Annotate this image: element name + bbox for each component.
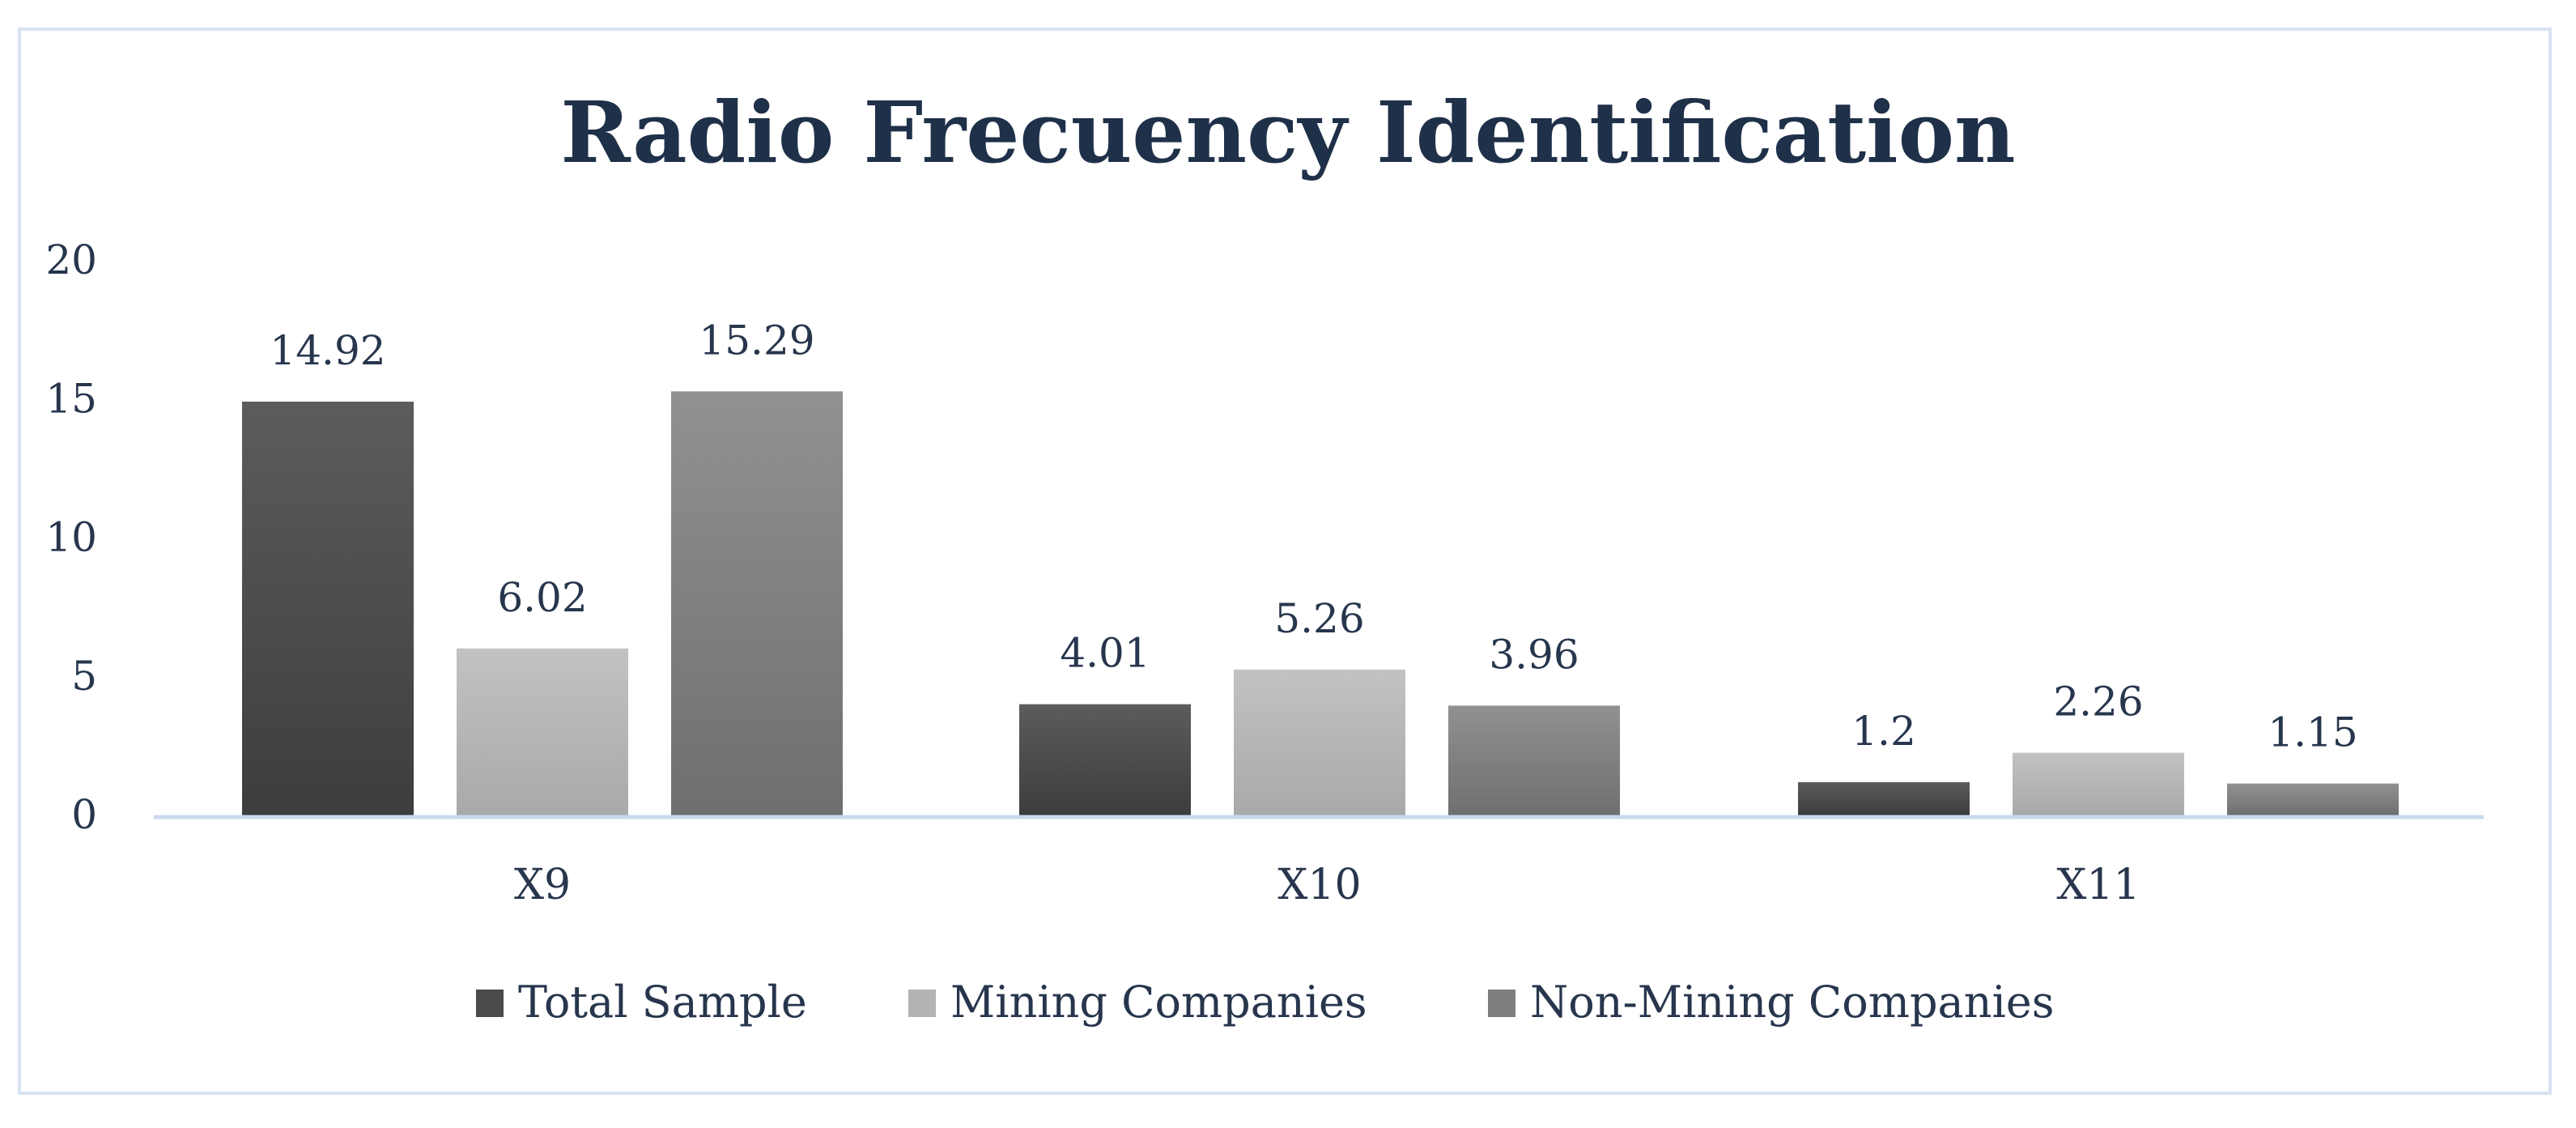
x-tick-label: X9 [514, 861, 571, 909]
bar [1234, 669, 1405, 815]
data-label: 15.29 [699, 317, 814, 364]
x-tick-label: X11 [2056, 861, 2140, 909]
legend: Total Sample Mining Companies Non-Mining C… [476, 977, 2054, 1028]
data-labels-group: 14.92 4.01 1.2 6.02 5.26 2.26 15.29 3.96 1.15 [270, 317, 2357, 756]
y-axis: 0 5 10 15 20 [45, 236, 97, 838]
chart-title: Radio Frecuency Identification [560, 83, 2015, 182]
data-label: 2.26 [2053, 679, 2143, 726]
y-tick-label: 15 [45, 375, 97, 422]
bar [457, 648, 628, 815]
data-label: 1.15 [2268, 709, 2357, 756]
bar [671, 391, 843, 815]
y-tick-label: 0 [71, 791, 97, 838]
bar [2013, 752, 2184, 815]
bar [1019, 704, 1191, 815]
legend-swatch [476, 990, 504, 1017]
data-label: 3.96 [1489, 631, 1579, 678]
data-label: 14.92 [270, 327, 385, 374]
data-label: 1.2 [1851, 708, 1916, 755]
x-tick-label: X10 [1277, 861, 1361, 909]
chart-frame [18, 28, 2552, 1095]
x-axis: X9 X10 X11 [514, 861, 2140, 909]
y-tick-label: 20 [45, 236, 97, 283]
legend-label: Total Sample [518, 977, 807, 1028]
data-label: 5.26 [1274, 595, 1364, 642]
bar [1798, 781, 1970, 815]
legend-label: Non-Mining Companies [1530, 977, 2054, 1028]
legend-swatch [908, 990, 936, 1017]
data-label: 6.02 [497, 574, 587, 621]
bar [242, 401, 414, 815]
y-tick-label: 5 [71, 653, 97, 700]
bars-group [242, 391, 2399, 815]
legend-label: Mining Companies [950, 977, 1367, 1028]
bar [1448, 705, 1620, 815]
legend-swatch [1488, 990, 1515, 1017]
data-label: 4.01 [1060, 630, 1150, 677]
bar [2227, 783, 2399, 815]
y-tick-label: 10 [45, 514, 97, 561]
